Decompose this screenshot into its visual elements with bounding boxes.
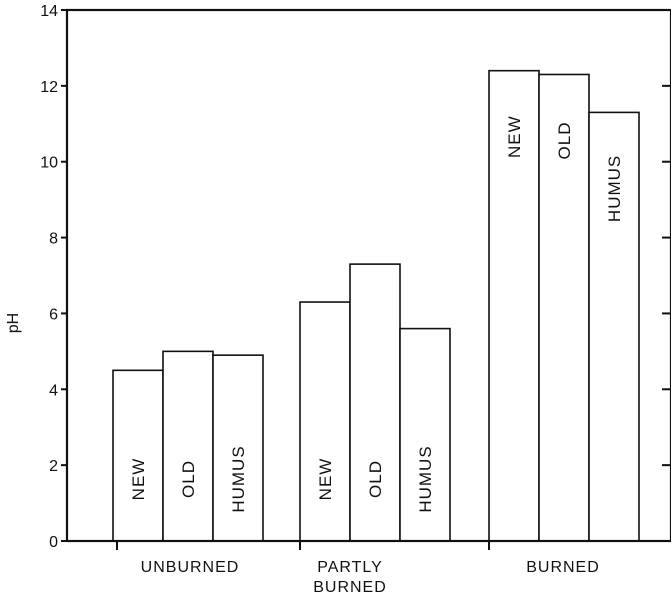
bar-label: NEW: [129, 458, 148, 501]
y-tick-label: 14: [40, 3, 58, 20]
bar-label: OLD: [366, 460, 385, 498]
category-labels-group: UNBURNED PARTLY BURNED BURNED: [141, 559, 600, 596]
y-tick-label: 6: [49, 306, 58, 323]
category-label: UNBURNED: [141, 559, 240, 576]
bar-2-new: [299, 301, 351, 542]
category-label: BURNED: [313, 579, 387, 596]
y-tick-label: 12: [40, 79, 58, 96]
bar-1-humus: [212, 354, 264, 542]
bar-label: HUMUS: [229, 445, 248, 512]
bar-label: HUMUS: [416, 445, 435, 512]
category-label: PARTLY: [317, 559, 383, 576]
bar-labels-group: NEW OLD HUMUS NEW OLD HUMUS NEW OLD HUMUS: [129, 115, 624, 512]
bar-label: OLD: [179, 460, 198, 498]
y-tick-label: 2: [49, 458, 58, 475]
bar-3-humus: [588, 111, 640, 542]
y-axis-title: pH: [5, 313, 22, 333]
bar-2-humus: [399, 327, 451, 542]
plot-frame: [65, 8, 671, 543]
bar-1-new: [112, 369, 164, 542]
bar-3-new: [488, 69, 540, 542]
y-tick-label: 8: [49, 231, 58, 248]
bar-label: NEW: [505, 115, 524, 158]
y-tick-label: 4: [49, 382, 58, 399]
bar-1-old: [162, 350, 214, 542]
bar-label: NEW: [316, 458, 335, 501]
bar-2-old: [349, 263, 401, 542]
y-tick-label: 10: [40, 155, 58, 172]
y-tick-label: 0: [49, 534, 58, 551]
bar-label: OLD: [555, 121, 574, 159]
category-label: BURNED: [526, 559, 600, 576]
bar-label: HUMUS: [605, 155, 624, 222]
